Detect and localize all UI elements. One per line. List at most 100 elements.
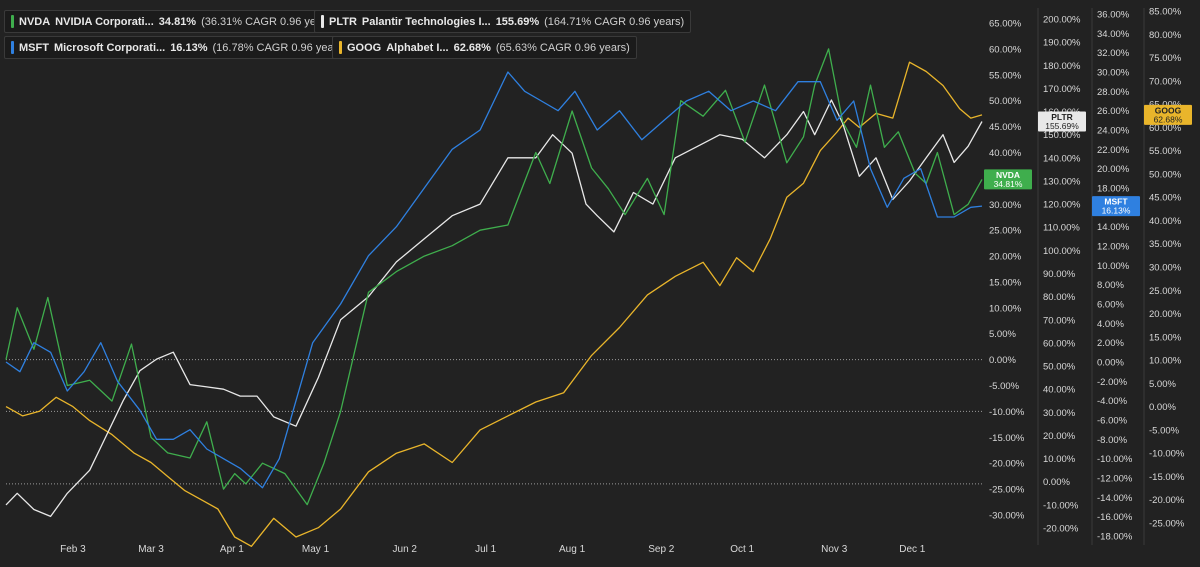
- axis-goog-tick: 80.00%: [1149, 30, 1182, 41]
- axis-nvda-tick: 50.00%: [989, 96, 1022, 107]
- axis-pltr-tick: 140.00%: [1043, 153, 1081, 164]
- legend-nvda-ticker: NVDA: [19, 15, 51, 28]
- value-badge-nvda-ticker: NVDA: [996, 170, 1020, 180]
- value-badge-msft-ticker: MSFT: [1104, 197, 1128, 207]
- legend-nvda-change: 34.81%: [158, 15, 197, 28]
- axis-goog-tick: 75.00%: [1149, 53, 1182, 64]
- axis-goog-tick: 5.00%: [1149, 379, 1176, 390]
- legend-goog-change: 62.68%: [453, 41, 491, 54]
- axis-msft-tick: -4.00%: [1097, 396, 1128, 407]
- axis-nvda-tick: 15.00%: [989, 277, 1022, 288]
- legend-msft[interactable]: MSFT Microsoft Corporati... 16.13% (16.7…: [4, 36, 354, 59]
- axis-pltr-tick: 80.00%: [1043, 292, 1076, 303]
- x-tick-label: Nov 3: [821, 544, 848, 555]
- legend-goog-ticker: GOOG: [347, 41, 382, 54]
- value-badge-nvda-value: 34.81%: [994, 179, 1023, 189]
- legend-goog-name: Alphabet I...: [386, 41, 449, 54]
- legend-nvda-name: NVIDIA Corporati...: [55, 15, 154, 28]
- axis-goog-tick: 55.00%: [1149, 146, 1182, 157]
- axis-msft-tick: 22.00%: [1097, 145, 1130, 156]
- legend-msft-change: 16.13%: [170, 41, 208, 54]
- x-tick-label: Feb 3: [60, 544, 86, 555]
- axis-nvda-tick: -30.00%: [989, 511, 1025, 522]
- axis-goog-tick: 70.00%: [1149, 76, 1182, 87]
- legend-pltr-change: 155.69%: [495, 15, 540, 28]
- axis-msft-tick: 8.00%: [1097, 280, 1124, 291]
- axis-nvda-tick: -5.00%: [989, 381, 1020, 392]
- legend-nvda[interactable]: NVDA NVIDIA Corporati... 34.81% (36.31% …: [4, 10, 342, 33]
- axis-goog-tick: 20.00%: [1149, 309, 1182, 320]
- axis-nvda-tick: 45.00%: [989, 122, 1022, 133]
- axis-pltr-tick: 190.00%: [1043, 38, 1081, 49]
- axis-pltr-tick: 70.00%: [1043, 315, 1076, 326]
- axis-msft-tick: 36.00%: [1097, 10, 1130, 21]
- axis-nvda-tick: 60.00%: [989, 44, 1022, 55]
- x-tick-label: May 1: [302, 544, 330, 555]
- axis-goog-tick: 60.00%: [1149, 123, 1182, 134]
- axis-goog-tick: -15.00%: [1149, 472, 1185, 483]
- axis-nvda-tick: -15.00%: [989, 433, 1025, 444]
- value-badge-goog: [1144, 104, 1192, 125]
- axis-nvda-tick: 40.00%: [989, 148, 1022, 159]
- legend-goog[interactable]: GOOG Alphabet I... 62.68% (65.63% CAGR 0…: [332, 36, 637, 59]
- axis-pltr-tick: 30.00%: [1043, 408, 1076, 419]
- axis-msft-tick: 10.00%: [1097, 261, 1130, 272]
- axis-pltr-tick: 130.00%: [1043, 176, 1081, 187]
- axis-msft-tick: 26.00%: [1097, 106, 1130, 117]
- axis-pltr-tick: 10.00%: [1043, 454, 1076, 465]
- axis-nvda-tick: 20.00%: [989, 252, 1022, 263]
- axis-pltr-tick: 0.00%: [1043, 477, 1070, 488]
- axis-msft-tick: -14.00%: [1097, 493, 1133, 504]
- axis-pltr-tick: 170.00%: [1043, 84, 1081, 95]
- axis-pltr-tick: -20.00%: [1043, 524, 1079, 535]
- axis-goog-tick: -25.00%: [1149, 519, 1185, 530]
- legend-msft-ticker: MSFT: [19, 41, 49, 54]
- axis-goog-tick: 0.00%: [1149, 402, 1176, 413]
- legend-pltr-cagr: (164.71% CAGR 0.96 years): [544, 15, 685, 28]
- axis-goog-tick: 25.00%: [1149, 286, 1182, 297]
- axis-pltr-tick: 20.00%: [1043, 431, 1076, 442]
- axis-nvda-tick: -10.00%: [989, 407, 1025, 418]
- x-tick-label: Jun 2: [393, 544, 418, 555]
- axis-pltr-tick: 200.00%: [1043, 15, 1081, 26]
- x-tick-label: Sep 2: [648, 544, 675, 555]
- axis-nvda-tick: 55.00%: [989, 70, 1022, 81]
- axis-msft-tick: 28.00%: [1097, 87, 1130, 98]
- axis-msft-tick: -2.00%: [1097, 377, 1128, 388]
- axis-goog-tick: -20.00%: [1149, 495, 1185, 506]
- axis-msft-tick: -16.00%: [1097, 512, 1133, 523]
- legend-goog-swatch: [339, 41, 342, 54]
- axis-goog-tick: 30.00%: [1149, 263, 1182, 274]
- legend-msft-cagr: (16.78% CAGR 0.96 years): [212, 41, 347, 54]
- axis-pltr-tick: 150.00%: [1043, 130, 1081, 141]
- axis-msft-tick: 6.00%: [1097, 300, 1124, 311]
- axis-nvda-tick: -20.00%: [989, 459, 1025, 470]
- value-badge-pltr-value: 155.69%: [1045, 121, 1079, 131]
- legend-msft-swatch: [11, 41, 14, 54]
- series-line-msft: [5, 71, 983, 489]
- axis-pltr-tick: -10.00%: [1043, 500, 1079, 511]
- legend-pltr[interactable]: PLTR Palantir Technologies I... 155.69% …: [314, 10, 692, 33]
- axis-msft-tick: 34.00%: [1097, 29, 1130, 40]
- x-tick-label: Dec 1: [899, 544, 926, 555]
- value-badge-nvda: [984, 169, 1032, 190]
- x-tick-label: Aug 1: [559, 544, 586, 555]
- axis-goog-tick: 35.00%: [1149, 239, 1182, 250]
- legend-goog-cagr: (65.63% CAGR 0.96 years): [495, 41, 630, 54]
- axis-goog-tick: -10.00%: [1149, 449, 1185, 460]
- axis-msft-tick: -12.00%: [1097, 474, 1133, 485]
- axis-msft-tick: -8.00%: [1097, 435, 1128, 446]
- axis-nvda-tick: -25.00%: [989, 485, 1025, 496]
- value-badge-pltr: [1038, 111, 1086, 132]
- axis-nvda-tick: 0.00%: [989, 355, 1016, 366]
- axis-msft-tick: 20.00%: [1097, 164, 1130, 175]
- axis-nvda-tick: 5.00%: [989, 329, 1016, 340]
- legend-nvda-swatch: [11, 15, 14, 28]
- axis-pltr-tick: 180.00%: [1043, 61, 1081, 72]
- axis-goog-tick: 85.00%: [1149, 7, 1182, 18]
- axis-pltr-tick: 40.00%: [1043, 385, 1076, 396]
- value-badge-pltr-ticker: PLTR: [1051, 112, 1073, 122]
- series-line-pltr: [5, 99, 983, 518]
- axis-goog-tick: -5.00%: [1149, 425, 1180, 436]
